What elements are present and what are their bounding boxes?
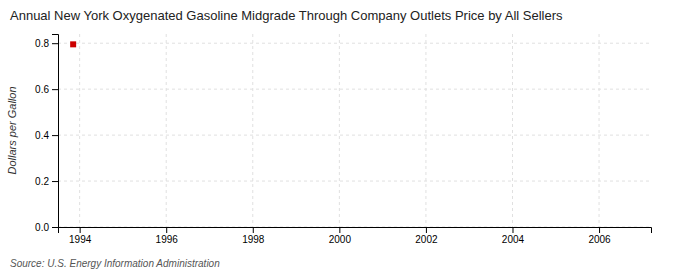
grid-line <box>79 34 80 227</box>
tick-label: 0.0 <box>35 222 49 233</box>
tick-mark <box>426 227 427 233</box>
grid-line <box>425 34 426 227</box>
tick-label: 2006 <box>588 234 611 245</box>
tick: 0.4 <box>35 130 58 141</box>
tick: 2000 <box>329 227 352 245</box>
x-axis: 1994 1996 1998 2000 2002 2004 2006 <box>59 227 652 245</box>
marks <box>70 41 76 47</box>
tick-mark <box>253 227 254 233</box>
tick-label: 0.6 <box>35 84 49 95</box>
plot: 1994 1996 1998 2000 2002 2004 2006 0.0 0.2 0.4 0.6… <box>35 34 651 245</box>
tick: 0.8 <box>35 38 58 49</box>
tick-label: 2000 <box>329 234 352 245</box>
grid-line <box>599 34 600 227</box>
title: Annual New York Oxygenated Gasoline Midg… <box>10 8 563 23</box>
tick-mark <box>512 227 513 233</box>
source-note: Source: U.S. Energy Information Administ… <box>10 258 220 269</box>
tick-mark <box>339 227 340 233</box>
grid-line <box>58 43 651 44</box>
tick-label: 1996 <box>156 234 179 245</box>
chart: 1994 1996 1998 2000 2002 2004 2006 0.0 0.2 0.4 0.6… <box>0 0 675 275</box>
tick-mark <box>599 227 600 233</box>
grid-line <box>339 34 340 227</box>
y-axis: 0.0 0.2 0.4 0.6 0.8 <box>35 35 58 233</box>
tick: 1994 <box>69 227 92 245</box>
tick: 0.6 <box>35 84 58 95</box>
tick-label: 2002 <box>415 234 438 245</box>
grid <box>58 34 651 227</box>
grid-line <box>58 181 651 182</box>
tick: 1996 <box>156 227 179 245</box>
y-axis-title: Dollars per Gallon <box>6 86 18 174</box>
tick-label: 0.8 <box>35 38 49 49</box>
axis-line <box>52 35 59 228</box>
tick-mark <box>80 227 81 233</box>
grid-line <box>166 34 167 227</box>
tick-label: 0.4 <box>35 130 49 141</box>
point <box>70 41 76 47</box>
tick: 0.2 <box>35 176 58 187</box>
tick-mark <box>52 181 58 182</box>
tick-label: 1994 <box>69 234 92 245</box>
grid-line <box>252 34 253 227</box>
tick: 0.0 <box>35 222 58 233</box>
tick: 2004 <box>502 227 525 245</box>
tick: 1998 <box>242 227 265 245</box>
tick-label: 2004 <box>502 234 525 245</box>
tick: 2002 <box>415 227 438 245</box>
tick-mark <box>52 227 58 228</box>
tick-mark <box>52 89 58 90</box>
grid-line <box>58 89 651 90</box>
tick: 2006 <box>588 227 611 245</box>
tick-label: 0.2 <box>35 176 49 187</box>
tick-mark <box>52 43 58 44</box>
grid-line <box>512 34 513 227</box>
grid-line <box>58 135 651 136</box>
tick-mark <box>166 227 167 233</box>
tick-mark <box>52 135 58 136</box>
tick-label: 1998 <box>242 234 265 245</box>
axis-line <box>59 228 652 234</box>
